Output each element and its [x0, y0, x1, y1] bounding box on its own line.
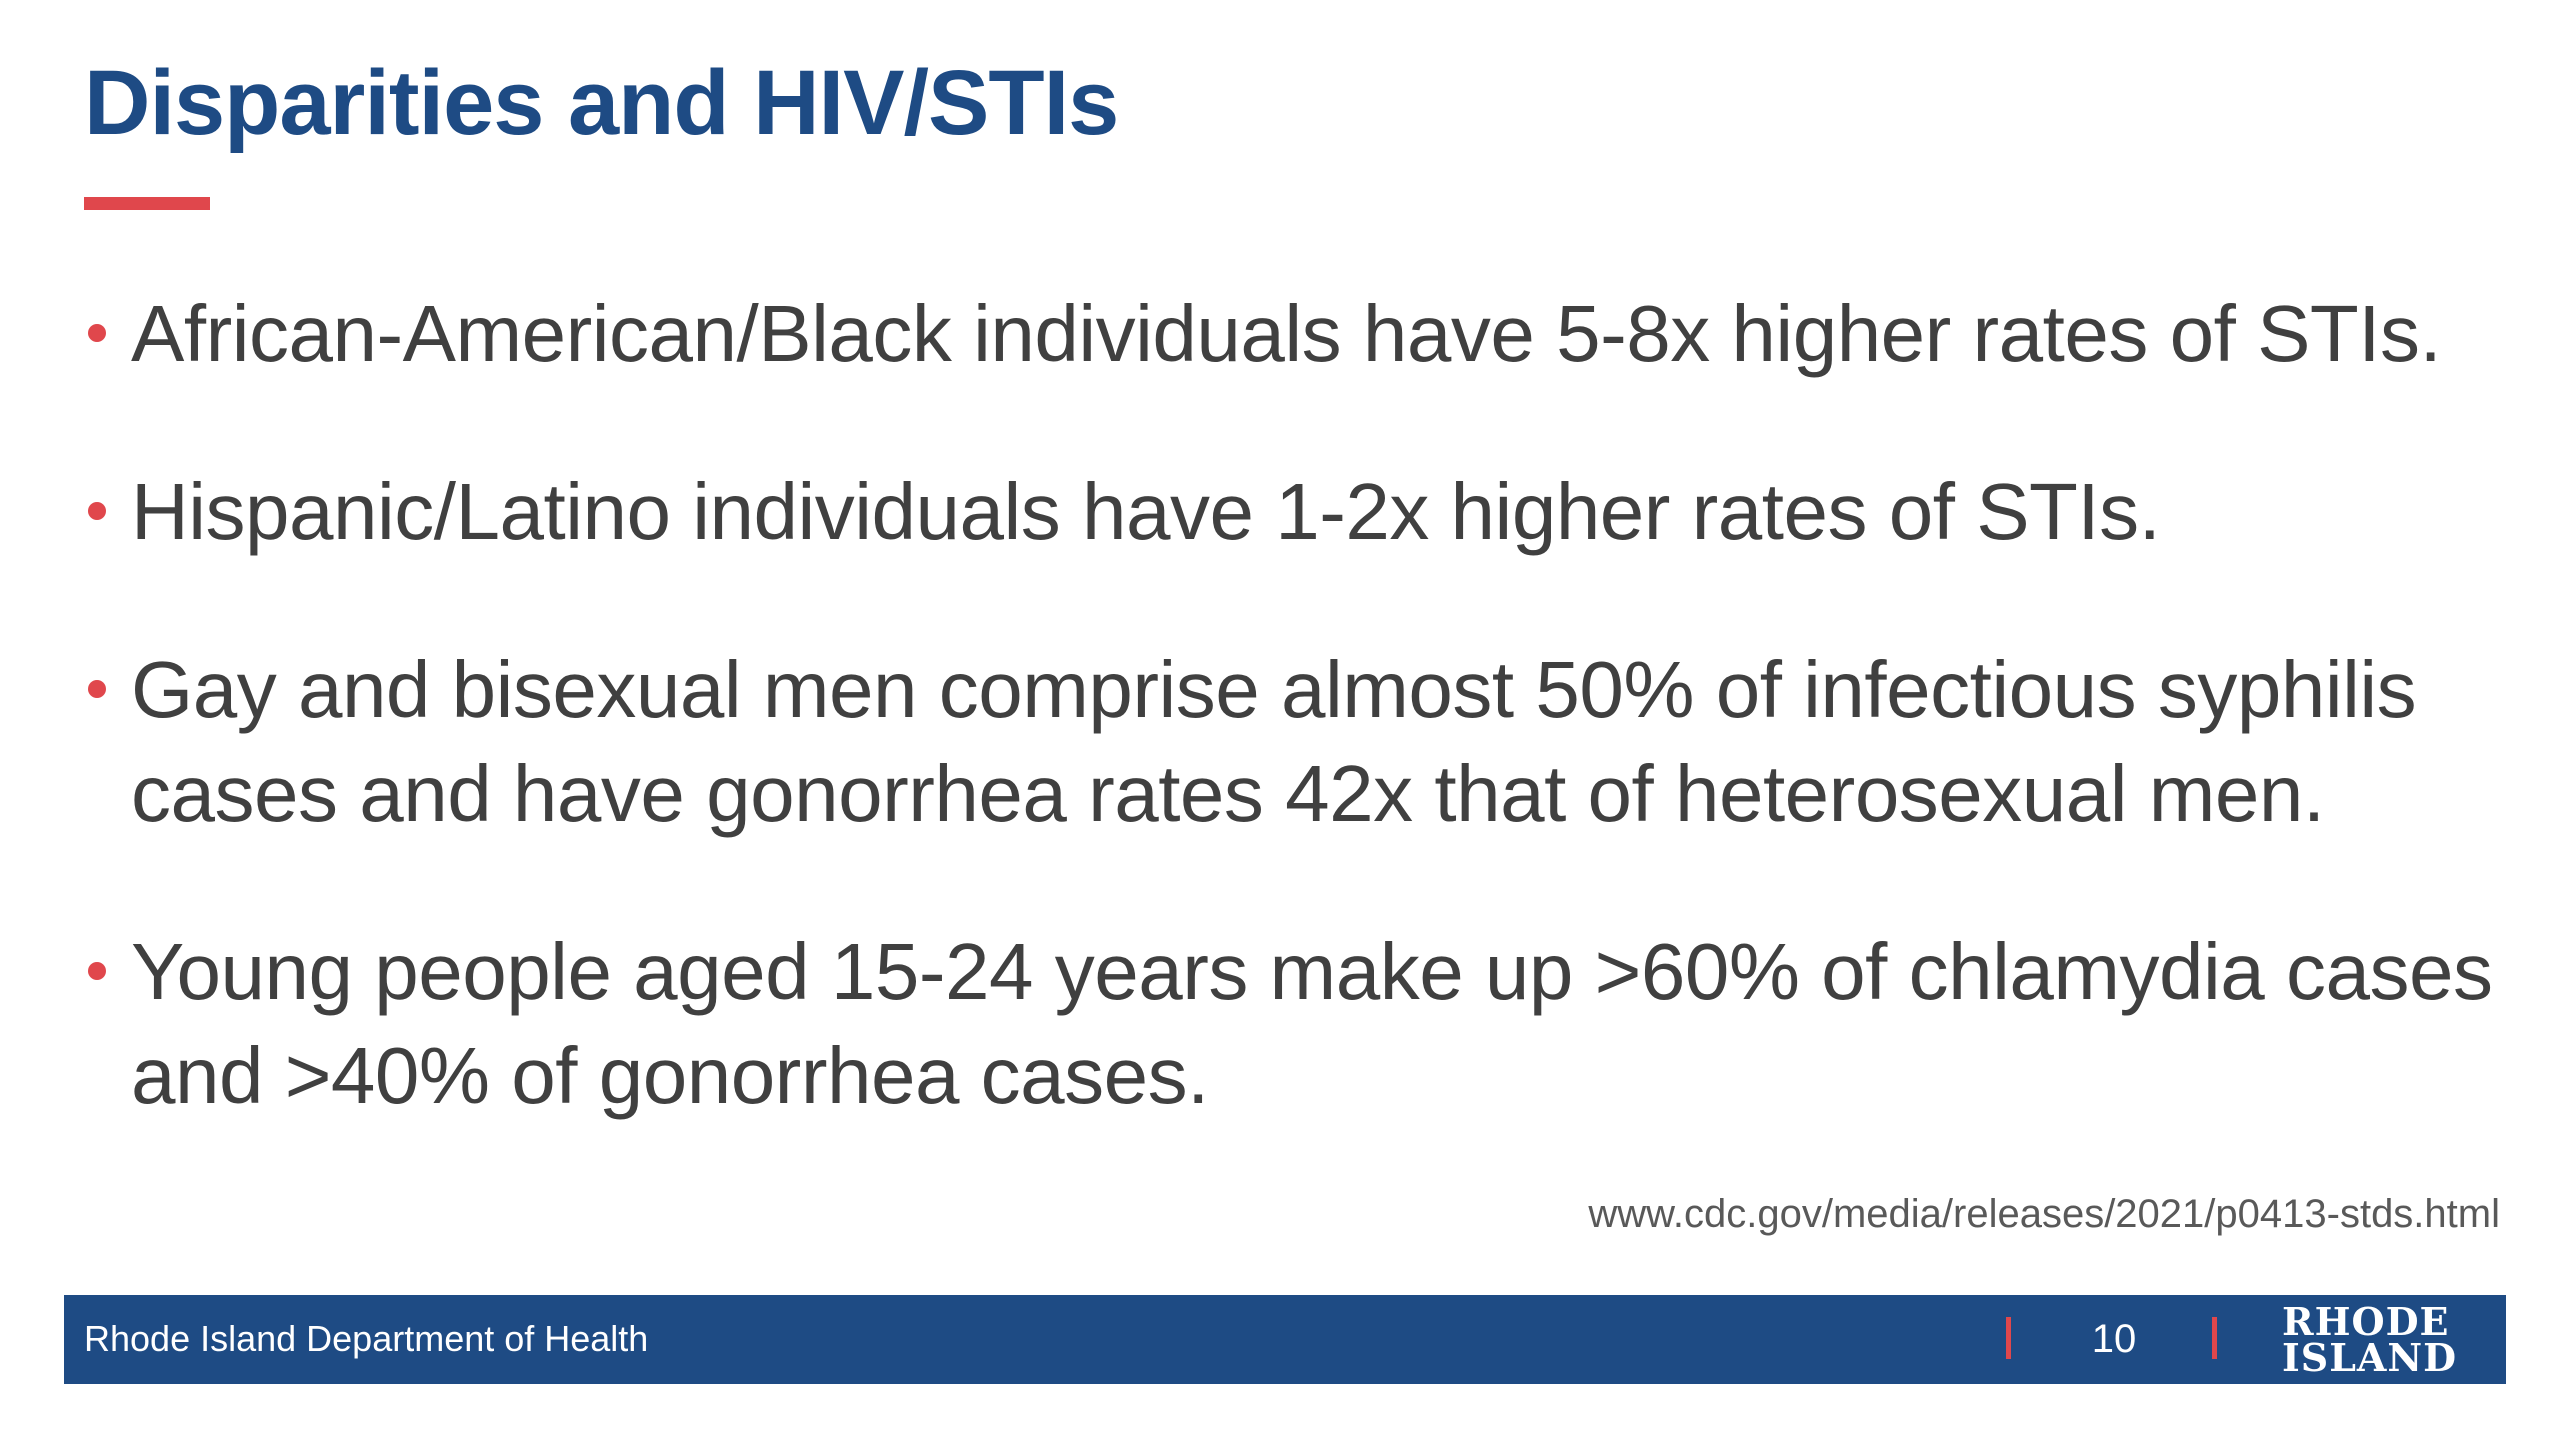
slide-title: Disparities and HIV/STIs: [84, 52, 1119, 154]
bullet-list: African-American/Black individuals have …: [84, 282, 2524, 1202]
footer-bar: Rhode Island Department of Health 10 RHO…: [64, 1295, 2506, 1384]
logo-line-1: RHODE: [2282, 1299, 2450, 1344]
bullet-item: Hispanic/Latino individuals have 1-2x hi…: [84, 460, 2524, 564]
bullet-dot-icon: [88, 502, 106, 520]
source-citation: www.cdc.gov/media/releases/2021/p0413-st…: [1588, 1192, 2500, 1236]
logo-line-2: ISLAND: [2282, 1335, 2458, 1380]
page-number: 10: [2091, 1317, 2137, 1361]
bullet-dot-icon: [88, 962, 106, 980]
bullet-item: Young people aged 15-24 years make up >6…: [84, 920, 2524, 1128]
bullet-item: Gay and bisexual men comprise almost 50%…: [84, 638, 2524, 846]
rhode-island-logo: RHODE ISLAND: [2282, 1299, 2482, 1380]
footer-organization: Rhode Island Department of Health: [84, 1318, 649, 1359]
bullet-text: Gay and bisexual men comprise almost 50%…: [131, 645, 2417, 838]
bullet-text: Hispanic/Latino individuals have 1-2x hi…: [131, 467, 2161, 556]
title-accent-bar: [84, 197, 210, 210]
footer-separator: [2212, 1317, 2217, 1359]
bullet-dot-icon: [88, 680, 106, 698]
footer-separator: [2006, 1317, 2011, 1359]
bullet-text: Young people aged 15-24 years make up >6…: [131, 927, 2493, 1120]
bullet-text: African-American/Black individuals have …: [131, 289, 2442, 378]
bullet-dot-icon: [88, 324, 106, 342]
bullet-item: African-American/Black individuals have …: [84, 282, 2524, 386]
